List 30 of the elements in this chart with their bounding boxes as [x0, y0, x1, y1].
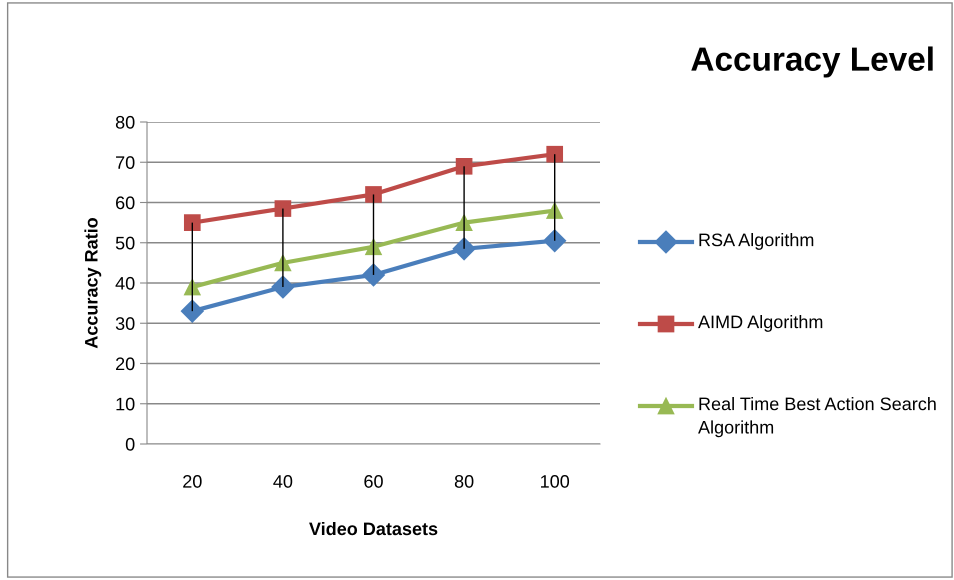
point	[456, 158, 472, 175]
point	[180, 300, 204, 323]
x-tick-label: 60	[364, 475, 383, 488]
legend-label: RSA Algorithm	[699, 233, 814, 250]
point	[543, 229, 566, 252]
point	[452, 237, 476, 260]
text: Accuracy Level	[691, 46, 933, 78]
point	[184, 214, 201, 231]
point	[274, 200, 292, 217]
y-tick-label: 10	[116, 398, 134, 410]
point	[271, 276, 294, 299]
y-tick-label: 20	[116, 357, 134, 370]
x-axis-title: Video Datasets	[309, 522, 438, 536]
y-axis-title: Accuracy Ratio	[84, 218, 102, 348]
x-tick-label: 80	[454, 475, 474, 488]
y-tick-label: 60	[116, 196, 134, 210]
y-tick-label: 70	[116, 156, 134, 169]
y-tick-label: 40	[116, 276, 134, 290]
x-tick-label: 20	[183, 475, 202, 488]
x-tick-label: 40	[273, 475, 292, 488]
y-tick-label: 50	[116, 236, 134, 250]
legend-label: Real Time Best Action Search Algorithm	[698, 397, 936, 438]
y-tick-label: 80	[116, 116, 134, 129]
point	[546, 146, 564, 163]
legend-label: AIMD Algorithm	[698, 315, 822, 332]
y-tick-label: 0	[126, 438, 134, 451]
point	[365, 186, 382, 203]
y-tick-label: 30	[116, 317, 134, 330]
point	[362, 263, 385, 286]
x-tick-label: 100	[541, 475, 570, 488]
